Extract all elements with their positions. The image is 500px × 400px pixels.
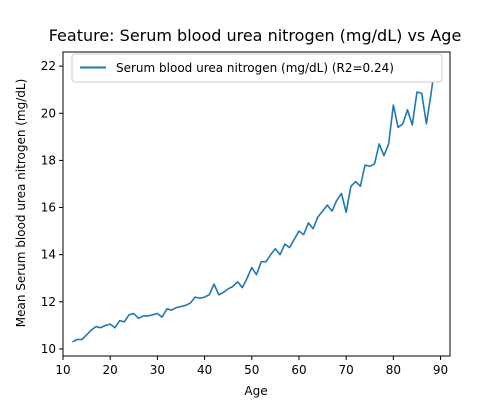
series-line (72, 58, 437, 343)
y-tick-label: 14 (41, 248, 56, 262)
y-tick-label: 22 (41, 59, 56, 73)
legend: Serum blood urea nitrogen (mg/dL) (R2=0.… (71, 53, 443, 83)
x-tick-label: 20 (103, 363, 118, 377)
x-tick-label: 80 (386, 363, 401, 377)
x-axis: 10 20 30 40 50 60 70 80 90 (55, 356, 448, 377)
plot-area (72, 58, 437, 343)
x-tick-label: 40 (197, 363, 212, 377)
y-axis-label: Mean Serum blood urea nitrogen (mg/dL) (14, 79, 28, 328)
chart-title: Feature: Serum blood urea nitrogen (mg/d… (49, 26, 462, 45)
x-tick-label: 30 (150, 363, 165, 377)
y-tick-label: 20 (41, 106, 56, 120)
y-axis: 10 12 14 16 18 20 22 (41, 59, 63, 356)
x-tick-label: 50 (244, 363, 259, 377)
legend-box (71, 53, 443, 83)
x-tick-label: 10 (55, 363, 70, 377)
x-tick-label: 70 (339, 363, 354, 377)
y-tick-label: 18 (41, 153, 56, 167)
y-tick-label: 10 (41, 342, 56, 356)
legend-label: Serum blood urea nitrogen (mg/dL) (R2=0.… (116, 61, 394, 75)
plot-frame (62, 51, 451, 357)
x-tick-label: 90 (433, 363, 448, 377)
x-axis-label: Age (244, 384, 267, 398)
y-tick-label: 12 (41, 295, 56, 309)
y-tick-label: 16 (41, 201, 56, 215)
x-tick-label: 60 (291, 363, 306, 377)
